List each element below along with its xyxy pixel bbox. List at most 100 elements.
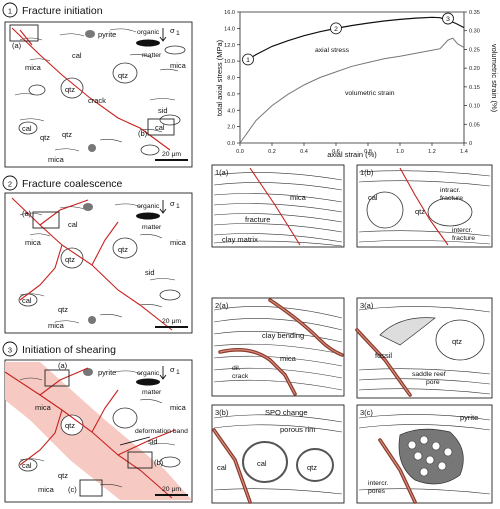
inset-1a: 1(a) mica fracture clay matrix bbox=[211, 164, 345, 248]
label-pyrite: pyrite bbox=[98, 368, 116, 377]
label-cal: cal bbox=[72, 51, 82, 60]
label-cal: cal bbox=[68, 220, 78, 229]
x-tick-label: 0.4 bbox=[300, 149, 308, 155]
sigma-subscript: 1 bbox=[176, 369, 180, 376]
label-mica: mica bbox=[170, 61, 187, 70]
inset-3b: 3(b) SPO change porous rim cal cal qtz bbox=[211, 404, 345, 504]
label-organic-1: organic bbox=[137, 29, 160, 36]
panel-2-title: Fracture coalescence bbox=[22, 178, 123, 190]
label-qtz: qtz bbox=[65, 421, 75, 430]
y-tick-label: 0.0 bbox=[227, 141, 235, 147]
stage-marker-3 bbox=[442, 12, 454, 25]
x-tick-label: 1.0 bbox=[396, 149, 404, 155]
inset-1a-fracture: fracture bbox=[245, 215, 270, 224]
label-organic-1: organic bbox=[137, 203, 160, 210]
label-a: (a) bbox=[58, 361, 68, 370]
sigma-arrow-icon bbox=[159, 366, 167, 380]
y2-tick-label: 0.05 bbox=[469, 122, 480, 128]
y-tick-label: 14.0 bbox=[224, 26, 235, 32]
y2-tick-label: 0.10 bbox=[469, 104, 480, 110]
fracture-line bbox=[91, 221, 119, 266]
fracture-inner bbox=[379, 439, 416, 503]
sigma-arrow-icon bbox=[159, 28, 167, 42]
inset-3b-spo: SPO change bbox=[265, 408, 308, 417]
stage-marker-label-1: 1 bbox=[246, 57, 250, 64]
pyrite-grain bbox=[88, 144, 96, 152]
inset-box-a bbox=[44, 369, 70, 387]
fracture-line bbox=[19, 244, 63, 301]
fracture-line bbox=[399, 167, 449, 246]
label-organic-2: matter bbox=[142, 224, 162, 231]
stage-marker-label-3: 3 bbox=[446, 16, 450, 23]
panel-3-title: Initiation of shearing bbox=[22, 344, 116, 356]
label-mica: mica bbox=[48, 321, 65, 330]
label-sigma: σ bbox=[170, 26, 175, 35]
inset-3c-pyrite: pyrite bbox=[460, 413, 478, 422]
inset-2a-frame bbox=[211, 297, 345, 397]
inset-box-a bbox=[9, 24, 39, 42]
label-qtz: qtz bbox=[118, 71, 128, 80]
panel-3-number: 3 bbox=[8, 346, 12, 355]
sigma-subscript: 1 bbox=[176, 203, 180, 210]
inset-3b-cal-2: cal bbox=[257, 459, 267, 468]
stage-marker-2 bbox=[330, 22, 342, 35]
qtz-grain bbox=[427, 197, 473, 227]
y-tick-label: 10.0 bbox=[224, 59, 235, 65]
fracture-line bbox=[39, 367, 89, 396]
inset-box-c bbox=[79, 479, 103, 497]
label-cal: cal bbox=[155, 123, 165, 132]
grain bbox=[28, 84, 46, 96]
stage-marker-label-2: 2 bbox=[334, 26, 338, 33]
y2-tick-label: 0.20 bbox=[469, 66, 480, 72]
y2-axis-label: volumetric strain (%) bbox=[490, 44, 499, 113]
label-pyrite: pyrite bbox=[98, 30, 116, 39]
panel-2-number-circle bbox=[2, 175, 18, 191]
inset-1b-intracr-2: fracture bbox=[440, 195, 463, 202]
label-b: (b) bbox=[138, 129, 148, 138]
chart-markers: 1 2 3 bbox=[242, 12, 454, 66]
grain bbox=[159, 456, 181, 468]
inset-1b-cal: cal bbox=[368, 193, 378, 202]
fracture-line bbox=[19, 409, 63, 466]
panel-1-number-circle bbox=[2, 2, 18, 18]
inset-1b-tag: 1(b) bbox=[360, 168, 374, 177]
label-sid: sid bbox=[145, 268, 155, 277]
grain bbox=[18, 121, 38, 135]
inset-3b-tag: 3(b) bbox=[215, 408, 229, 417]
fracture-inner bbox=[213, 429, 251, 503]
label-organic-2: matter bbox=[142, 52, 162, 59]
inset-2a: 2(a) clay bending mica dil. crack bbox=[211, 297, 345, 397]
panel-3: 3 Initiation of shearing (a) (b) (c) pyr… bbox=[2, 341, 193, 503]
grain bbox=[164, 45, 186, 55]
inset-1a-mica: mica bbox=[290, 193, 307, 202]
inset-1a-clay-matrix: clay matrix bbox=[222, 235, 258, 244]
qtz-grain bbox=[60, 247, 84, 269]
label-mica: mica bbox=[25, 238, 42, 247]
fracture-inner bbox=[356, 329, 411, 396]
inset-3b-cal-1: cal bbox=[217, 463, 227, 472]
label-mica: mica bbox=[170, 238, 187, 247]
qtz-grain bbox=[112, 407, 138, 429]
inset-3a-qtz: qtz bbox=[452, 337, 462, 346]
label-mica: mica bbox=[48, 155, 65, 164]
inset-2a-clay-bending: clay bending bbox=[262, 331, 304, 340]
y-tick-label: 16.0 bbox=[224, 10, 235, 16]
y-tick-label: 6.0 bbox=[227, 92, 235, 98]
y2-ticks: 0 0.05 0.10 0.15 0.20 0.25 0.30 0.35 bbox=[464, 10, 480, 147]
qtz-grain bbox=[60, 77, 84, 99]
inset-1a-frame bbox=[211, 164, 345, 248]
label-deformation-band: deformation band bbox=[135, 428, 188, 435]
y2-tick-label: 0.35 bbox=[469, 10, 480, 16]
y-tick-label: 8.0 bbox=[227, 76, 235, 82]
inset-2a-tag: 2(a) bbox=[215, 301, 229, 310]
chart-series bbox=[239, 16, 465, 144]
scale-label: 20 μm bbox=[162, 318, 181, 325]
panel-1: 1 Fracture initiation (a) (b) pyrite org… bbox=[2, 2, 193, 168]
grain bbox=[159, 114, 181, 126]
panel-2-frame bbox=[4, 192, 193, 334]
inset-3a-tag: 3(a) bbox=[360, 301, 374, 310]
label-a: (a) bbox=[22, 209, 32, 218]
inset-2a-dil-2: crack bbox=[232, 373, 249, 380]
inset-1b-intracr-1: intracr. bbox=[440, 187, 461, 194]
stress-strain-chart: 0.0 0.2 0.4 0.6 0.8 1.0 1.2 1.4 0.0 2.0 4.0 6.0 8.0… bbox=[215, 10, 499, 159]
